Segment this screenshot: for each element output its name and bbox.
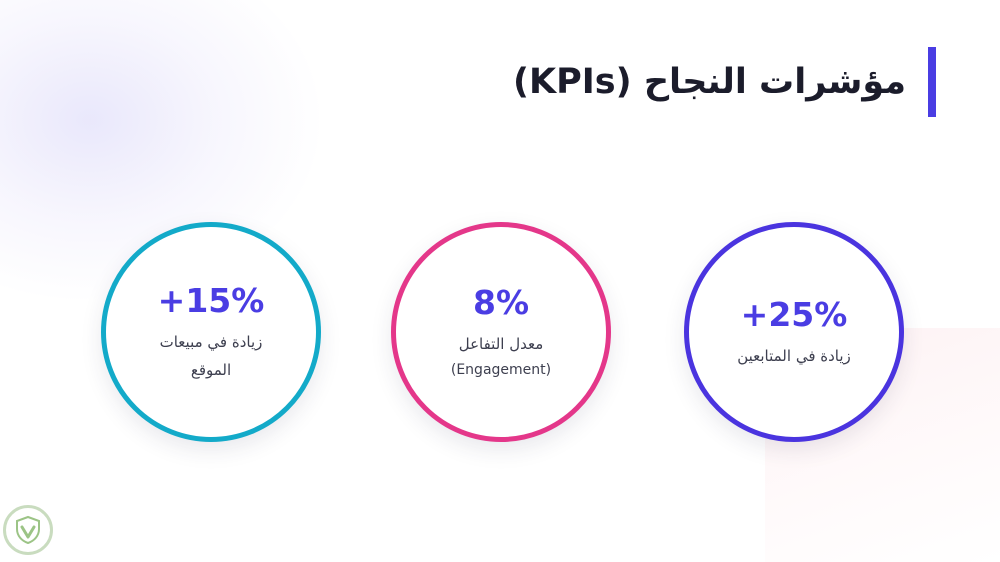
kpi-value: 8% [472,282,530,322]
title-accent-bar [928,47,936,117]
kpi-label: زيادة في مبيعات الموقع [136,328,286,384]
title-block: مؤشرات النجاح (KPIs) [513,47,936,117]
kpi-value: +15% [157,280,265,320]
kpi-circle-engagement: 8% معدل التفاعل (Engagement) [391,222,611,442]
kpi-value: +25% [740,294,848,334]
shield-logo-icon [16,515,40,545]
page-title: مؤشرات النجاح (KPIs) [513,62,906,102]
watermark-logo [3,505,53,555]
kpi-label-line: (Engagement) [450,361,552,378]
kpi-circle-sales: +15% زيادة في مبيعات الموقع [101,222,321,442]
kpi-label-line: معدل التفاعل [458,334,544,353]
kpi-label: معدل التفاعل (Engagement) [426,330,576,382]
kpi-label-line: الموقع [190,360,232,379]
kpi-circle-followers: +25% زيادة في المتابعين [684,222,904,442]
kpi-label: زيادة في المتابعين [719,342,869,370]
kpi-label-line: زيادة في المتابعين [737,346,851,365]
kpi-label-line: زيادة في مبيعات [159,332,263,351]
